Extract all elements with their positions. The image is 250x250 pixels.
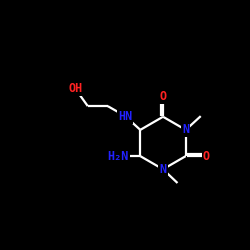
Text: O: O: [203, 150, 210, 162]
Text: O: O: [160, 90, 166, 103]
Text: HN: HN: [118, 110, 132, 122]
Text: H₂N: H₂N: [108, 150, 129, 162]
Text: OH: OH: [68, 82, 82, 95]
Text: N: N: [160, 163, 166, 176]
Text: N: N: [182, 123, 189, 136]
